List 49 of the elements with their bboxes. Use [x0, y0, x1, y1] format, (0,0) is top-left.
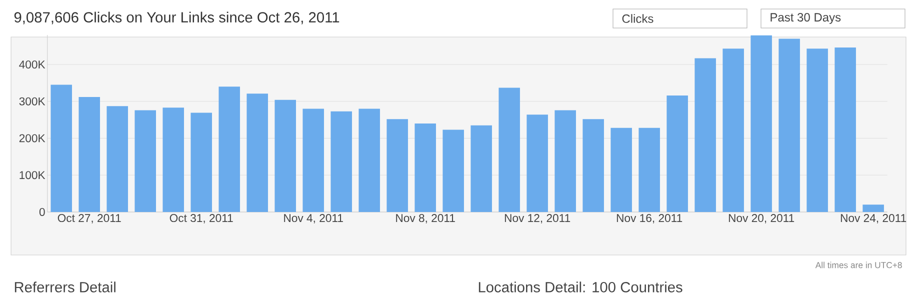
text: All times are in UTC+8 [815, 262, 902, 268]
x-tick-label: Nov 12, 2011 [504, 214, 570, 224]
bar [526, 114, 548, 212]
y-tick-label: 400K [19, 60, 46, 69]
y-tick-label: 0 [39, 208, 45, 216]
bar [610, 128, 632, 212]
bar [666, 95, 688, 212]
x-tick-label: Nov 4, 2011 [284, 214, 343, 224]
x-tick-label: Nov 8, 2011 [396, 214, 455, 224]
bar [498, 88, 520, 212]
bar [470, 125, 492, 212]
bar [834, 48, 856, 212]
x-tick-label: Nov 16, 2011 [616, 214, 682, 224]
bar [106, 106, 128, 212]
bar [582, 119, 604, 212]
bar [162, 108, 184, 212]
bar [722, 48, 744, 212]
bar [638, 128, 660, 212]
text: Clicks [622, 14, 654, 23]
chart-title: 9,087,606 Clicks on Your Links since Oct 26, 2011 [14, 12, 340, 24]
bar [302, 108, 324, 212]
x-tick-label: Oct 27, 2011 [58, 214, 121, 224]
x-tick-label: Oct 31, 2011 [170, 214, 233, 224]
x-tick-label: Nov 20, 2011 [728, 214, 794, 224]
bar [694, 58, 716, 212]
bar [806, 48, 828, 212]
bar [246, 94, 268, 212]
text: Past 30 Days [770, 13, 841, 24]
text: Referrers Detail [14, 282, 116, 292]
bar [190, 112, 212, 212]
y-tick-label: 100K [20, 171, 46, 180]
bar [750, 35, 772, 212]
bar [358, 108, 380, 212]
y-tick-label: 300K [19, 97, 46, 106]
bar [218, 86, 240, 212]
bar [414, 123, 436, 212]
bar [330, 111, 352, 212]
bar [862, 204, 884, 212]
bar [386, 119, 408, 212]
text: Locations Detail: 100 Countries [478, 282, 682, 292]
bar [274, 100, 296, 212]
bar [134, 110, 156, 212]
y-tick-label: 200K [19, 134, 46, 142]
bar [50, 84, 72, 212]
bar [78, 96, 100, 212]
bar [778, 38, 800, 212]
bar [554, 110, 576, 212]
x-tick-label: Nov 24, 2011 [840, 214, 906, 224]
bar [442, 130, 464, 212]
